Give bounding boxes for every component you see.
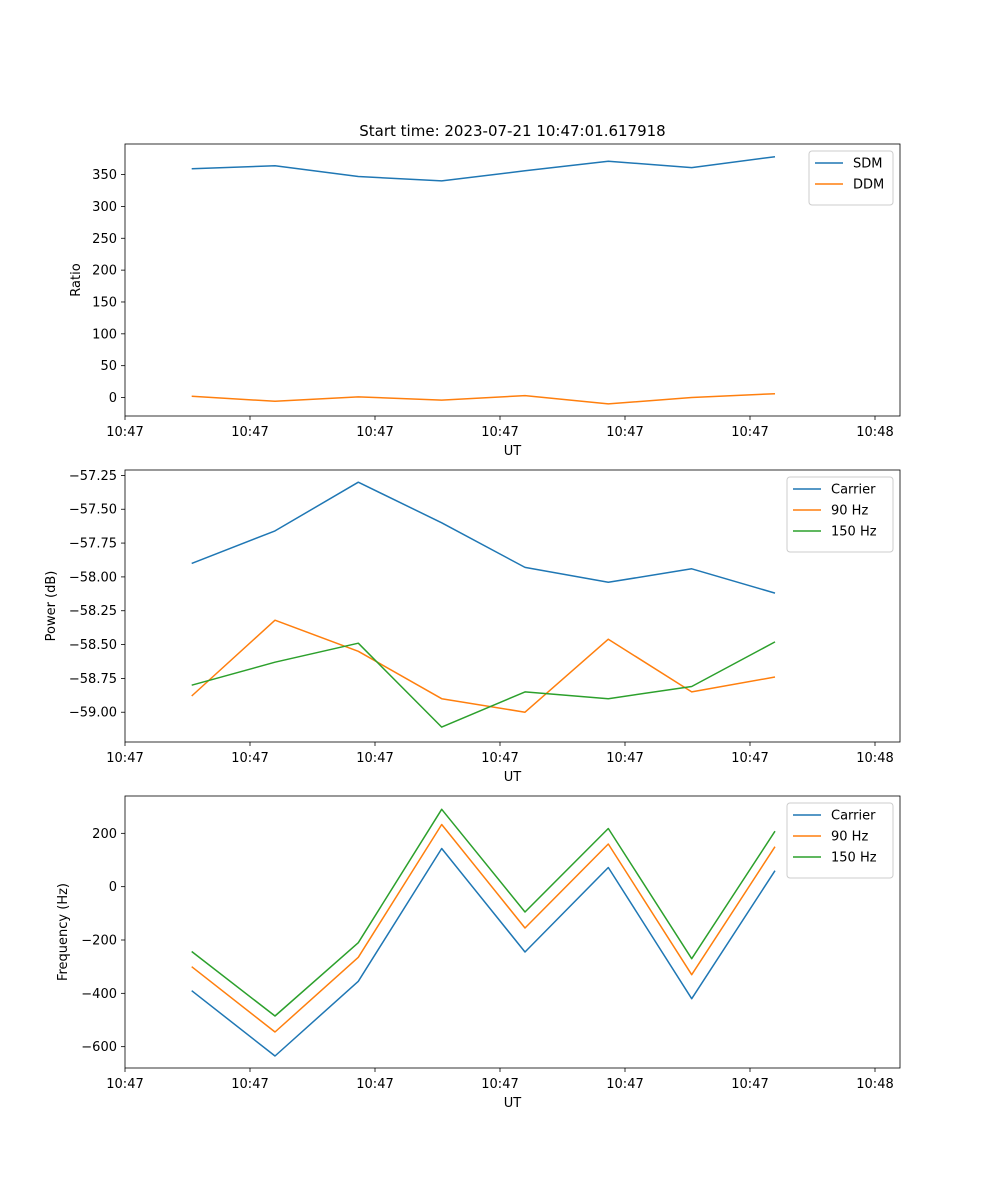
legend: Carrier 90 Hz 150 Hz <box>786 802 894 879</box>
x-tick-label: 10:47 <box>106 1077 143 1092</box>
y-tick-label: −58.00 <box>69 570 117 585</box>
y-tick-label: −400 <box>81 987 117 1002</box>
series-line-150-hz <box>191 641 776 728</box>
y-tick-label: −59.00 <box>69 706 117 721</box>
x-axis-label: UT <box>504 444 522 459</box>
x-tick-label: 10:48 <box>856 1077 893 1092</box>
y-tick-label: 100 <box>92 327 117 342</box>
y-tick-label: 200 <box>92 827 117 842</box>
y-tick-label: −58.75 <box>69 672 117 687</box>
legend: Carrier 90 Hz 150 Hz <box>786 476 894 553</box>
legend-box <box>786 476 894 553</box>
series-line-carrier <box>191 481 776 594</box>
series-line-sdm <box>191 155 776 182</box>
series-line-90-hz <box>191 823 776 1033</box>
x-tick-label: 10:47 <box>731 1077 768 1092</box>
legend-box <box>808 150 894 206</box>
y-tick-label: −57.25 <box>69 469 117 484</box>
axes-frame <box>124 143 901 417</box>
subplot-2: 10:47 10:47 10:47 10:47 10:47 10:47 10:48 −59.0… <box>44 469 901 785</box>
x-tick-label: 10:47 <box>481 751 518 766</box>
y-tick-label: −57.50 <box>69 503 117 518</box>
legend-label: Carrier <box>831 809 876 824</box>
axes-frame <box>124 795 901 1069</box>
x-tick-label: 10:48 <box>856 751 893 766</box>
y-tick-label: −200 <box>81 934 117 949</box>
x-tick-label: 10:47 <box>231 751 268 766</box>
legend-label: 150 Hz <box>831 851 877 866</box>
x-tick-label: 10:47 <box>106 425 143 440</box>
axes-frame <box>124 469 901 743</box>
series-line-carrier <box>191 847 776 1057</box>
series-line-90-hz <box>191 619 776 713</box>
y-tick-label: 0 <box>109 880 117 895</box>
y-axis-label: Power (dB) <box>44 571 59 642</box>
y-tick-label: 150 <box>92 295 117 310</box>
y-tick-label: 250 <box>92 232 117 247</box>
y-axis-label: Frequency (Hz) <box>56 883 71 981</box>
y-tick-label: −58.25 <box>69 604 117 619</box>
chart-title: Start time: 2023-07-21 10:47:01.617918 <box>359 122 665 140</box>
x-tick-label: 10:47 <box>731 425 768 440</box>
legend-label: SDM <box>853 157 882 172</box>
x-tick-label: 10:47 <box>356 751 393 766</box>
subplot-3: 10:47 10:47 10:47 10:47 10:47 10:47 10:48 −600 −… <box>56 795 901 1111</box>
x-tick-label: 10:48 <box>856 425 893 440</box>
legend-label: DDM <box>853 178 884 193</box>
y-tick-label: −600 <box>81 1040 117 1055</box>
series-line-ddm <box>191 392 776 405</box>
x-tick-label: 10:47 <box>356 1077 393 1092</box>
y-tick-label: 350 <box>92 168 117 183</box>
y-tick-label: 300 <box>92 200 117 215</box>
x-tick-label: 10:47 <box>106 751 143 766</box>
subplot-1: 10:47 10:47 10:47 10:47 10:47 10:47 10:48 0 50 10… <box>69 143 901 459</box>
x-tick-label: 10:47 <box>606 1077 643 1092</box>
y-tick-label: 0 <box>109 391 117 406</box>
x-tick-label: 10:47 <box>606 425 643 440</box>
y-axis-label: Ratio <box>69 263 84 296</box>
x-axis-label: UT <box>504 1096 522 1111</box>
series-line-150-hz <box>191 808 776 1017</box>
legend-box <box>786 802 894 879</box>
x-tick-label: 10:47 <box>231 425 268 440</box>
legend-label: 90 Hz <box>831 830 868 845</box>
x-tick-label: 10:47 <box>481 425 518 440</box>
legend-label: 90 Hz <box>831 504 868 519</box>
legend-label: Carrier <box>831 483 876 498</box>
x-tick-label: 10:47 <box>731 751 768 766</box>
x-axis-label: UT <box>504 770 522 785</box>
x-tick-label: 10:47 <box>231 1077 268 1092</box>
x-tick-label: 10:47 <box>356 425 393 440</box>
y-tick-label: 50 <box>100 359 117 374</box>
x-tick-label: 10:47 <box>606 751 643 766</box>
y-tick-label: −58.50 <box>69 638 117 653</box>
legend-label: 150 Hz <box>831 525 877 540</box>
y-tick-label: 200 <box>92 264 117 279</box>
y-tick-label: −57.75 <box>69 537 117 552</box>
x-tick-label: 10:47 <box>481 1077 518 1092</box>
legend: SDM DDM <box>808 150 894 206</box>
